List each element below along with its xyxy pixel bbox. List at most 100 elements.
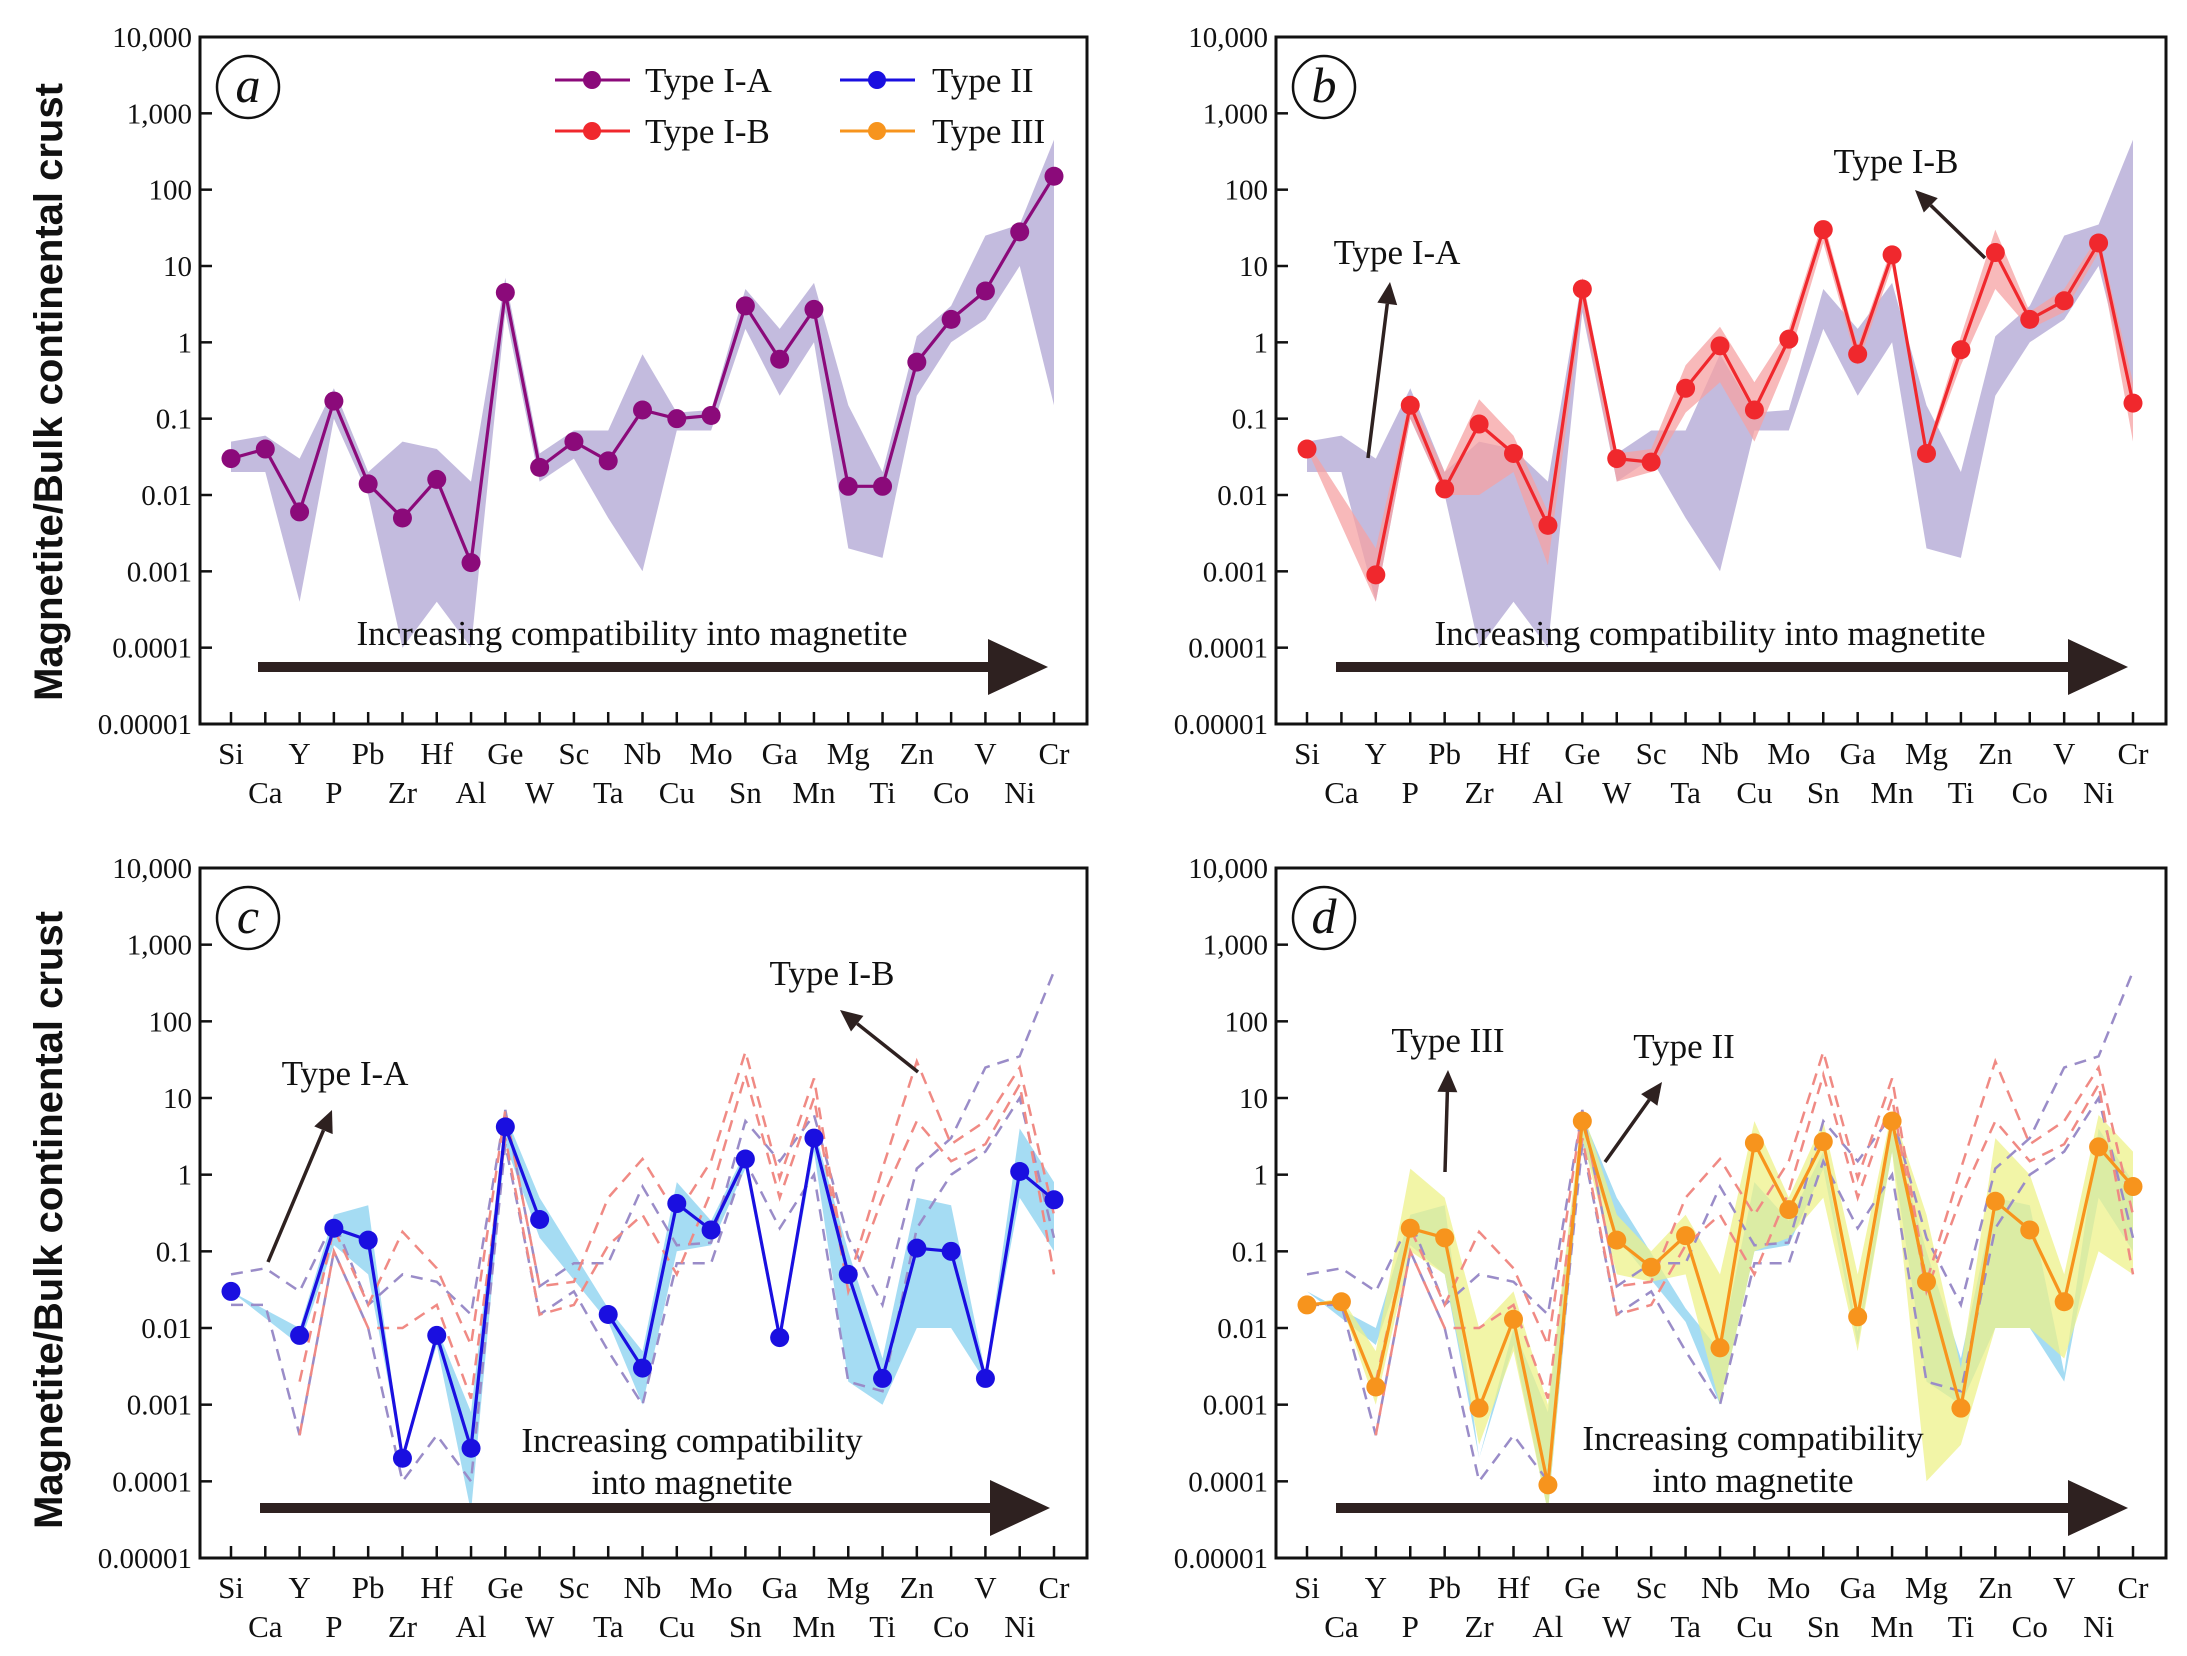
x-tick-label-sc: Sc [1636, 1570, 1667, 1605]
type-ia-point-nb [633, 400, 652, 420]
x-tick-label-ta: Ta [593, 1609, 624, 1644]
type-ia-point-cr [1044, 166, 1064, 186]
type-iii-point-p [1400, 1218, 1420, 1238]
x-tick-label-ta: Ta [593, 775, 624, 810]
type-ib-point-pb [1435, 479, 1455, 499]
type-iii-point-mo [1779, 1200, 1799, 1220]
x-tick-label-ge: Ge [1564, 736, 1600, 771]
panel-a-compatibility-text: Increasing compatibility into magnetite [356, 614, 907, 653]
x-tick-label-ga: Ga [762, 1570, 798, 1605]
y-tick-label: 0.0001 [112, 633, 192, 665]
panel-a-letter: a [236, 57, 261, 113]
x-tick-label-sc: Sc [558, 1570, 589, 1605]
panel-d-compatibility-text-1: Increasing compatibility [1582, 1419, 1924, 1458]
type-ia-point-mg [838, 476, 858, 496]
type-ia-point-zr [392, 508, 412, 528]
x-tick-label-cr: Cr [1039, 1570, 1071, 1605]
panel-c: 10,000 1,000 100 10 1 0.1 0.01 0.001 0.0001 0.000… [98, 853, 1089, 1644]
type-iii-point-pb [1435, 1228, 1455, 1248]
panel-d-type-iii-arrow-shaft [1443, 1091, 1450, 1173]
type-ii-point-ge [495, 1117, 515, 1137]
y-tick-label: 100 [1225, 1006, 1269, 1038]
y-tick-label: 0.001 [127, 1390, 192, 1422]
y-tick-label: 1,000 [1203, 98, 1268, 130]
x-tick-label-al: Al [1532, 775, 1563, 810]
type-ia-point-co [941, 309, 961, 329]
panel-b-compatibility-arrow-shaft [1336, 662, 2078, 672]
type-iii-point-sn [1813, 1132, 1833, 1152]
x-tick-label-p: P [325, 775, 342, 810]
x-tick-label-mg: Mg [1905, 736, 1948, 771]
y-tick-label: 1,000 [127, 930, 192, 962]
x-tick-label-ti: Ti [869, 775, 896, 810]
y-tick-label: 0.00001 [1174, 1543, 1268, 1575]
panel-d-compatibility-arrow-shaft [1336, 1503, 2078, 1513]
y-tick-label: 10,000 [112, 853, 192, 885]
x-tick-label-mn: Mn [1871, 1609, 1915, 1644]
type-ii-point-mg [838, 1264, 858, 1284]
panel-d-type-ii-arrow-shaft [1603, 1098, 1651, 1164]
type-ii-point-zn [907, 1238, 927, 1258]
type-ia-point-v [975, 281, 995, 301]
type-ib-point-mg [1917, 443, 1936, 463]
x-tick-label-zn: Zn [1978, 736, 2013, 771]
x-tick-label-ta: Ta [1670, 1609, 1701, 1644]
x-tick-label-ge: Ge [487, 736, 523, 771]
type-ii-point-zr [392, 1448, 412, 1468]
x-tick-label-w: W [1602, 775, 1632, 810]
type-ib-point-zr [1469, 414, 1489, 434]
x-tick-label-ni: Ni [2083, 1609, 2114, 1644]
type-ib-point-al [1538, 515, 1558, 535]
x-tick-label-ga: Ga [1840, 736, 1876, 771]
y-tick-label: 0.01 [1217, 1313, 1268, 1345]
type-ia-point-ta [598, 451, 618, 471]
panel-c-type-ib-arrow-shaft [856, 1022, 920, 1074]
type-iii-point-cr [2123, 1177, 2143, 1197]
type-iii-point-y [1366, 1377, 1386, 1397]
type-ia-point-sn [735, 296, 755, 316]
x-tick-label-ti: Ti [1948, 1609, 1975, 1644]
panel-c-type-ib-arrow-head [840, 1010, 864, 1032]
panel-b: 10,000 1,000 100 10 1 0.1 0.01 0.001 0.0001 0.000… [1174, 22, 2168, 810]
x-tick-label-v: V [974, 736, 997, 771]
panel-d-type-iii-label: Type III [1391, 1021, 1504, 1060]
x-tick-label-sc: Sc [558, 736, 589, 771]
y-tick-label: 0.00001 [98, 1543, 192, 1575]
type-ii-point-p [324, 1218, 344, 1238]
panel-b-type-ib-arrow-shaft [1929, 204, 1987, 260]
x-tick-label-nb: Nb [624, 1570, 662, 1605]
type-ii-point-w [530, 1210, 550, 1230]
panel-a-compatibility-arrow-head [988, 639, 1048, 695]
type-ia-point-si [221, 449, 241, 469]
panel-c-type-ib-label: Type I-B [770, 954, 895, 993]
y-tick-label: 0.001 [1203, 1390, 1268, 1422]
x-tick-label-sn: Sn [1807, 1609, 1840, 1644]
panel-c-type-ia-arrow-shaft [266, 1129, 326, 1263]
type-iii-point-co [2020, 1220, 2040, 1240]
x-tick-label-hf: Hf [420, 1570, 453, 1605]
panel-c-compatibility-text-2: into magnetite [591, 1463, 792, 1502]
type-ib-point-co [2020, 309, 2040, 329]
panel-b-type-ib-arrow-head [1915, 190, 1938, 213]
legend-marker-type-iii [868, 122, 886, 140]
x-tick-label-ge: Ge [1564, 1570, 1600, 1605]
y-tick-label: 1 [178, 327, 193, 359]
x-tick-label-mn: Mn [792, 1609, 836, 1644]
x-tick-label-mo: Mo [1767, 736, 1810, 771]
type-ib-point-hf [1504, 443, 1523, 463]
y-tick-label: 0.01 [141, 480, 192, 512]
legend-marker-type-ii [868, 71, 886, 89]
type-ia-point-ga [770, 349, 790, 369]
x-tick-label-nb: Nb [624, 736, 662, 771]
x-tick-label-ga: Ga [1840, 1570, 1876, 1605]
type-ii-point-pb [358, 1230, 378, 1250]
panel-c-compatibility-arrow-head [990, 1480, 1050, 1536]
type-iii-point-ta [1676, 1226, 1696, 1246]
y-tick-label: 1,000 [127, 98, 192, 130]
x-tick-label-zr: Zr [388, 1609, 418, 1644]
panel-d: 10,000 1,000 100 10 1 0.1 0.01 0.001 0.0001 0.000… [1174, 853, 2168, 1644]
panel-d-letter: d [1312, 888, 1338, 944]
y-tick-label: 0.001 [127, 556, 192, 588]
x-tick-label-mo: Mo [690, 736, 733, 771]
type-ib-point-p [1400, 395, 1420, 415]
